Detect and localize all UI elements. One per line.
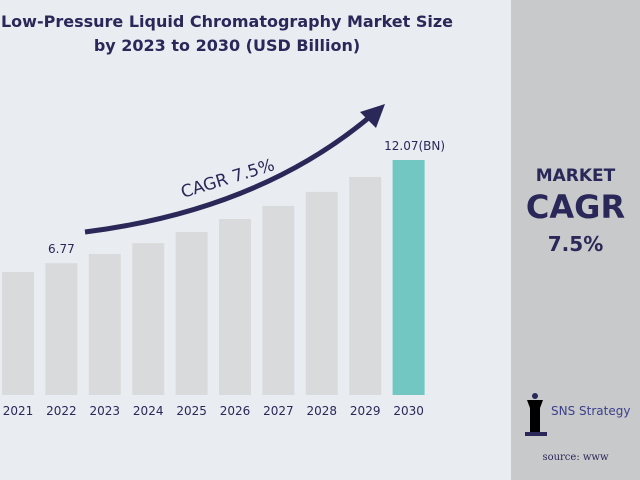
arrow-head-icon	[360, 104, 385, 128]
bar-2030	[392, 160, 425, 395]
bar-chart: 2021 2022 6.77 2023 2024 2025 2026 2027 2028 2029…	[2, 104, 445, 418]
panel-cagr: CAGR	[525, 188, 626, 226]
bar-2029	[349, 176, 382, 395]
logo-text: SNS Strategy	[551, 404, 631, 418]
panel-cagr-value: 7.5%	[547, 232, 604, 256]
x-tick-label: 2028	[307, 404, 338, 418]
bar-2022	[45, 263, 78, 395]
source-text: source: www	[542, 452, 609, 463]
panel-market: MARKET	[535, 166, 616, 186]
bar-2021	[2, 271, 34, 395]
logo-icon	[525, 392, 547, 437]
bar-2023	[88, 254, 121, 395]
bar-2028	[305, 191, 338, 395]
x-tick-label: 2027	[263, 404, 294, 418]
x-tick-label: 2030	[393, 404, 424, 418]
data-label: 12.07(BN)	[384, 139, 445, 153]
chart-title: Low-Pressure Liquid Chromatography Marke…	[0, 12, 454, 55]
cagr-arrow	[84, 113, 374, 235]
bar-2024	[132, 243, 165, 395]
bar-2025	[175, 232, 208, 395]
data-label: 6.77	[48, 242, 75, 256]
x-tick-label: 2022	[46, 404, 77, 418]
x-tick-label: 2025	[176, 404, 207, 418]
x-tick-label: 2029	[350, 404, 381, 418]
side-panel: MARKET CAGR 7.5% SNS Strategy source: ww…	[511, 0, 640, 480]
x-tick-label: 2026	[220, 404, 251, 418]
bar-2027	[262, 205, 295, 395]
x-tick-label: 2023	[90, 404, 121, 418]
x-tick-label: 2021	[3, 404, 34, 418]
x-tick-label: 2024	[133, 404, 164, 418]
bar-2026	[219, 218, 251, 395]
